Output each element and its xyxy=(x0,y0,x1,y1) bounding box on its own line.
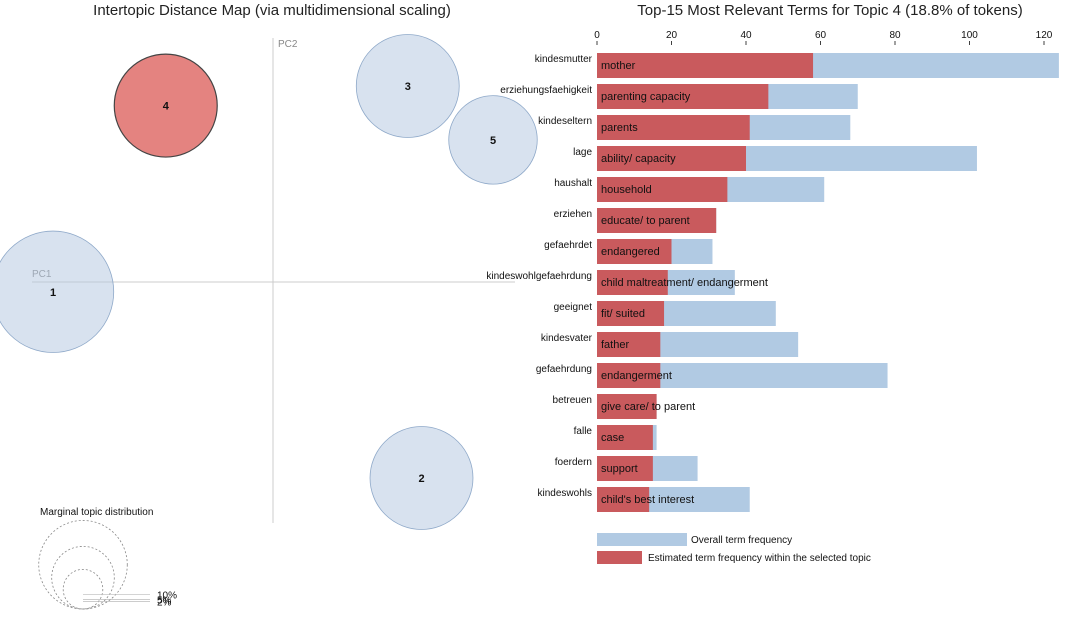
translation-label-betreuen: give care/ to parent xyxy=(601,401,695,413)
term-labels: kindesmutter erziehungsfaehigkeit kindesel… xyxy=(486,54,592,499)
term-label-erziehen[interactable]: erziehen xyxy=(554,209,592,220)
size-legend: Marginal topic distribution 2%5%10% xyxy=(38,507,177,610)
size-legend-circle-2 xyxy=(62,569,104,610)
size-legend-circle-10 xyxy=(38,520,128,610)
term-label-gefaehrdet[interactable]: gefaehrdet xyxy=(544,240,592,251)
term-label-lage[interactable]: lage xyxy=(573,147,592,158)
translation-label-kindesmutter: mother xyxy=(601,60,636,72)
term-label-kindesmutter[interactable]: kindesmutter xyxy=(535,54,593,65)
intertopic-map: Intertopic Distance Map (via multidimens… xyxy=(0,2,538,530)
map-title: Intertopic Distance Map (via multidimens… xyxy=(93,2,451,19)
x-tick-label-40: 40 xyxy=(740,30,752,41)
size-legend-circles: 2%5%10% xyxy=(38,520,177,610)
translation-label-kindesvater: father xyxy=(601,339,629,351)
topic-bar-haushalt[interactable] xyxy=(597,177,728,202)
topic-bar-kindeseltern[interactable] xyxy=(597,115,750,140)
term-label-betreuen[interactable]: betreuen xyxy=(553,395,592,406)
topic-bar-betreuen[interactable] xyxy=(597,394,657,419)
x-tick-label-20: 20 xyxy=(666,30,678,41)
topic-bar-lage[interactable] xyxy=(597,146,746,171)
size-legend-title: Marginal topic distribution xyxy=(40,507,153,518)
topic-bar-kindesmutter[interactable] xyxy=(597,53,814,78)
legend-label-overall: Overall term frequency xyxy=(691,535,792,546)
topic-circle-5[interactable] xyxy=(448,95,538,185)
term-label-kindeswohls[interactable]: kindeswohls xyxy=(538,488,592,499)
term-label-kindeseltern[interactable]: kindeseltern xyxy=(538,116,592,127)
x-tick-label-80: 80 xyxy=(889,30,901,41)
topic-circle-2[interactable] xyxy=(369,426,474,530)
size-legend-label-5: 5% xyxy=(157,595,172,606)
topic-label-5: 5 xyxy=(490,135,496,147)
term-bar-chart: Top-15 Most Relevant Terms for Topic 4 (… xyxy=(486,2,1084,623)
topic-bar-gefaehrdung[interactable] xyxy=(597,363,661,388)
term-label-kindesvater[interactable]: kindesvater xyxy=(541,333,593,344)
bar-chart-title: Top-15 Most Relevant Terms for Topic 4 (… xyxy=(637,2,1022,19)
term-label-geeignet[interactable]: geeignet xyxy=(554,302,593,313)
topic-bar-foerdern[interactable] xyxy=(597,456,653,481)
translation-labels: mother parenting capacity parents ability/ … xyxy=(601,60,768,506)
legend-swatch-overall xyxy=(597,533,687,546)
topic-bar-kindeswohlgefaehrdung[interactable] xyxy=(597,270,668,295)
x-tick-label-60: 60 xyxy=(815,30,827,41)
translation-label-haushalt: household xyxy=(601,184,652,196)
topic-label-4: 4 xyxy=(163,101,170,113)
topic-bar-kindesvater[interactable] xyxy=(597,332,661,357)
topic-bar-erziehungsfaehigkeit[interactable] xyxy=(597,84,769,109)
translation-label-gefaehrdung: endangerment xyxy=(601,370,672,382)
term-label-erziehungsfaehigkeit[interactable]: erziehungsfaehigkeit xyxy=(500,85,592,96)
x-axis-ticks: 0 20 40 60 80 100 120 xyxy=(594,30,1053,45)
pc2-label: PC2 xyxy=(278,39,298,50)
topic-circle-1[interactable] xyxy=(0,230,115,353)
translation-label-kindeswohls: child's best interest xyxy=(601,494,694,506)
topic-bars xyxy=(597,53,814,512)
topic-bar-kindeswohls[interactable] xyxy=(597,487,650,512)
size-legend-label-2: 2% xyxy=(157,597,172,608)
size-legend-label-10: 10% xyxy=(157,590,177,601)
term-label-haushalt[interactable]: haushalt xyxy=(554,178,592,189)
bar-legend: Overall term frequency Estimated term fr… xyxy=(597,533,871,564)
translation-label-foerdern: support xyxy=(601,463,638,475)
translation-label-geeignet: fit/ suited xyxy=(601,308,645,320)
x-tick-label-0: 0 xyxy=(594,30,600,41)
term-label-gefaehrdung[interactable]: gefaehrdung xyxy=(536,364,592,375)
term-label-foerdern[interactable]: foerdern xyxy=(555,457,592,468)
topic-label-2: 2 xyxy=(418,473,424,485)
legend-label-topic: Estimated term frequency within the sele… xyxy=(648,553,871,564)
topic-circles xyxy=(0,34,538,530)
term-label-falle[interactable]: falle xyxy=(574,426,593,437)
topic-bar-geeignet[interactable] xyxy=(597,301,665,326)
term-label-kindeswohlgefaehrdung[interactable]: kindeswohlgefaehrdung xyxy=(486,271,592,282)
x-tick-label-100: 100 xyxy=(961,30,978,41)
translation-label-erziehen: educate/ to parent xyxy=(601,215,690,227)
translation-label-kindeswohlgefaehrdung: child maltreatment/ endangerment xyxy=(601,277,768,289)
translation-label-falle: case xyxy=(601,432,624,444)
legend-swatch-topic xyxy=(597,551,642,564)
topic-bar-falle[interactable] xyxy=(597,425,653,450)
topic-label-3: 3 xyxy=(405,81,411,93)
translation-label-erziehungsfaehigkeit: parenting capacity xyxy=(601,91,691,103)
x-tick-label-120: 120 xyxy=(1036,30,1053,41)
topic-bar-erziehen[interactable] xyxy=(597,208,717,233)
topic-circle-3[interactable] xyxy=(355,34,460,138)
topic-circle-4[interactable] xyxy=(113,53,218,158)
translation-label-lage: ability/ capacity xyxy=(601,153,676,165)
topic-label-1: 1 xyxy=(50,287,56,299)
translation-label-kindeseltern: parents xyxy=(601,122,638,134)
topic-labels: 1 2 3 4 5 xyxy=(50,81,496,485)
translation-label-gefaehrdet: endangered xyxy=(601,246,660,258)
topic-bar-gefaehrdet[interactable] xyxy=(597,239,672,264)
